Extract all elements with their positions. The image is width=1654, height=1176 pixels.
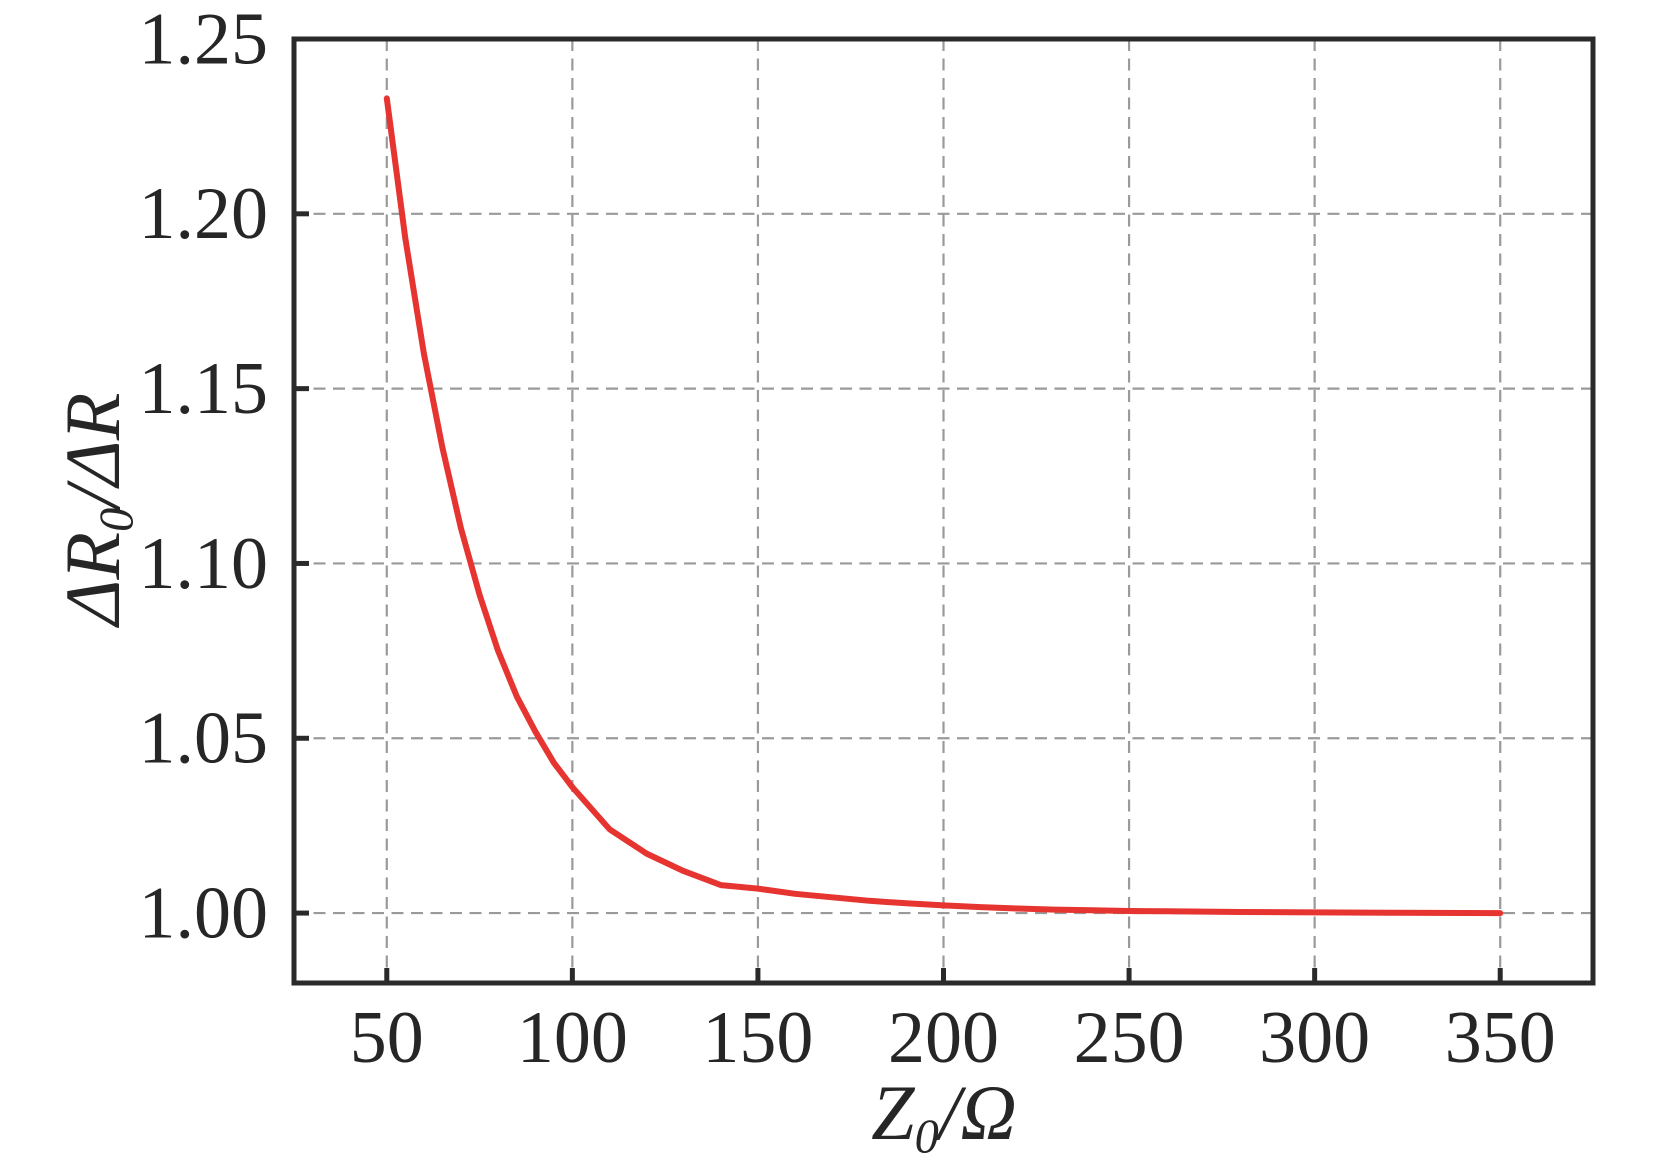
x-axis-label-main: Z <box>871 1069 915 1157</box>
y-tick-label: 1.25 <box>139 0 269 80</box>
x-tick-label: 200 <box>888 997 999 1079</box>
x-tick-label: 50 <box>350 997 424 1079</box>
y-axis-label-unit: /ΔR <box>49 392 137 508</box>
x-tick-label: 350 <box>1445 997 1556 1079</box>
y-tick-label: 1.15 <box>139 348 269 430</box>
y-tick-label: 1.10 <box>139 523 269 605</box>
x-tick-label: 100 <box>517 997 628 1079</box>
x-tick-label: 150 <box>702 997 813 1079</box>
y-tick-label: 1.00 <box>139 872 269 954</box>
x-axis-label: Z0/Ω <box>871 1074 1017 1162</box>
y-tick-label: 1.20 <box>139 173 269 255</box>
tick-labels: 50 100 150 200 250 300 350 1.00 1.05 1.10 1.15 1.20… <box>139 0 1556 1079</box>
x-tick-label: 250 <box>1074 997 1185 1079</box>
data-curve-line <box>383 95 1504 917</box>
y-axis-label: ΔR0/ΔR <box>49 393 144 626</box>
x-axis-label-unit: /Ω <box>938 1069 1017 1157</box>
y-tick-label: 1.05 <box>139 698 269 780</box>
y-axis-label-main: ΔR <box>49 531 137 626</box>
x-axis-label-subscript: 0 <box>914 1110 939 1164</box>
axis-ticks <box>294 36 1503 983</box>
x-tick-label: 300 <box>1259 997 1370 1079</box>
y-axis-label-subscript: 0 <box>90 507 144 532</box>
data-curve <box>383 95 1504 917</box>
gridlines <box>294 39 1593 983</box>
